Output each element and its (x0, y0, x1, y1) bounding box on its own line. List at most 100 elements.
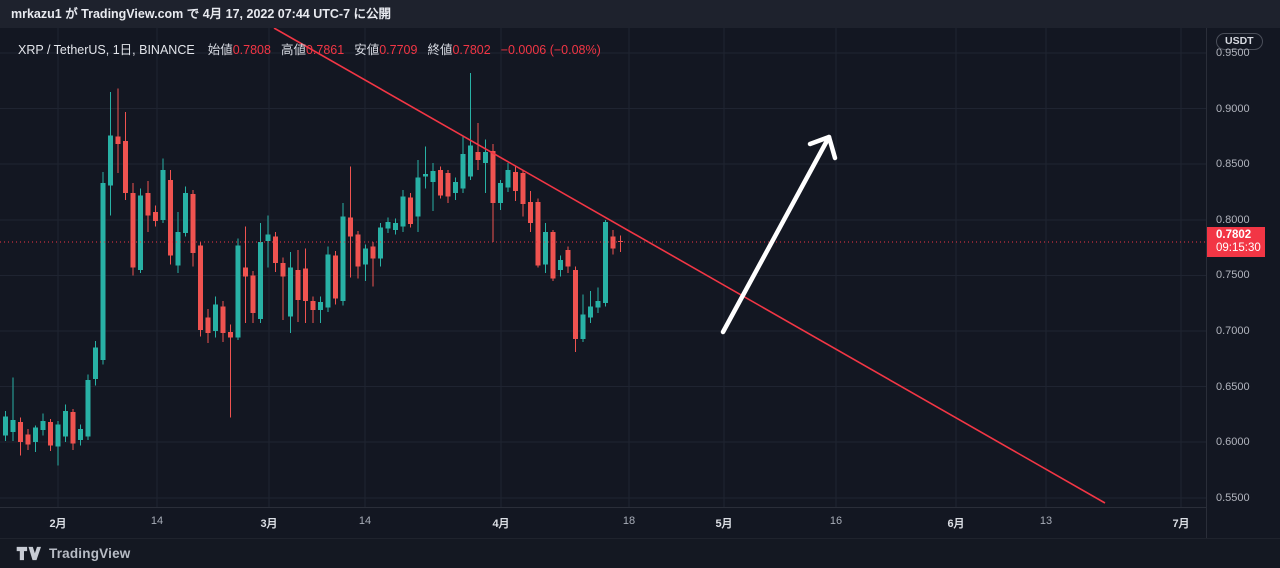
time-tick-label: 13 (1039, 515, 1053, 527)
tradingview-brand-text: TradingView (49, 546, 131, 561)
legend-low: 安値0.7709 (354, 43, 418, 57)
candle-body-up (393, 223, 398, 230)
candle-body-down (280, 263, 286, 277)
currency-toggle-button[interactable]: USDT (1216, 33, 1263, 50)
time-tick-label: 2月 (49, 518, 67, 530)
candle-body-down (198, 245, 203, 330)
price-tick-label: 0.6500 (1216, 380, 1250, 393)
candle-body-up (363, 248, 368, 265)
legend-open: 始値0.7808 (207, 43, 271, 57)
candle-body-down (168, 179, 173, 256)
candle-body-up (483, 151, 488, 164)
tradingview-logo-link[interactable]: TradingView (16, 546, 130, 561)
tradingview-logo-icon (16, 546, 41, 561)
candle-body-up (340, 216, 346, 301)
candle-body-up (138, 195, 143, 270)
candle-body-down (145, 193, 151, 216)
candle-body-up (288, 267, 293, 317)
candle-body-down (408, 197, 413, 225)
candle-body-up (325, 254, 331, 308)
candle-body-down (370, 246, 376, 259)
last-price-value: 0.7802 (1216, 228, 1252, 241)
candle-body-up (558, 259, 563, 270)
time-tick-label: 4月 (492, 518, 510, 530)
time-tick-label: 14 (358, 515, 372, 527)
candle-body-down (250, 275, 256, 314)
candle-body-up (415, 177, 421, 217)
candle-body-up (603, 222, 608, 304)
candle-body-up (588, 306, 593, 318)
candle-body-down (528, 202, 533, 224)
candle-body-up (100, 183, 106, 360)
legend: XRP / TetherUS, 1日, BINANCE 始値0.7808 高値0… (18, 39, 601, 58)
candle-body-up (160, 169, 166, 220)
footer-bar: TradingView (0, 538, 1280, 568)
candle-body-up (85, 379, 91, 437)
up-arrow-shaft[interactable] (720, 134, 832, 335)
candle-body-up (460, 154, 466, 189)
candle-body-up (378, 227, 383, 259)
time-tick-label: 7月 (1172, 518, 1190, 530)
candle-body-down (273, 236, 278, 264)
price-axis[interactable]: USDT 0.9500 0.9000 0.8500 0.8000 0.7500 0.700… (1206, 28, 1280, 538)
candle-body-up (183, 193, 188, 234)
price-tick-label: 0.7000 (1216, 324, 1250, 337)
symbol-title[interactable]: XRP / TetherUS, 1日, BINANCE (18, 43, 195, 57)
candle-body-down (475, 151, 481, 160)
candle-body-down (115, 136, 121, 145)
candle-body-up (498, 183, 503, 204)
candle-body-down (535, 202, 541, 266)
candle-body-up (78, 428, 83, 440)
candle-body-down (348, 217, 353, 237)
candle-body-up (63, 411, 68, 437)
attribution-text: mrkazu1 が TradingView.com で 4月 17, 2022 … (11, 7, 391, 21)
price-tick-label: 0.9000 (1216, 102, 1250, 115)
candle-body-up (3, 416, 8, 436)
time-axis[interactable]: 2月 14 3月 14 4月 18 5月 16 6月 13 7月 (0, 507, 1280, 538)
candle-body-up (258, 242, 263, 319)
candle-body-up (40, 421, 46, 430)
candle-body-up (108, 135, 113, 186)
time-tick-label: 6月 (947, 518, 965, 530)
candle-body-down (25, 434, 31, 445)
candle-body-down (490, 150, 496, 204)
candle-body-down (243, 267, 248, 277)
candle-body-down (565, 249, 571, 267)
attribution-bar: mrkazu1 が TradingView.com で 4月 17, 2022 … (0, 0, 1280, 28)
candle-body-down (355, 234, 361, 267)
candle-body-down (123, 140, 128, 194)
candle-body-down (445, 173, 451, 197)
candle-body-up (93, 347, 98, 379)
up-arrow-head[interactable] (807, 134, 838, 161)
time-tick-label: 5月 (715, 518, 733, 530)
candle-body-down (153, 212, 158, 221)
candle-body-up (430, 170, 436, 182)
price-tick-label: 0.8500 (1216, 158, 1250, 171)
candle-body-down (205, 317, 211, 334)
candle-body-up (423, 174, 428, 177)
candle-body-up (453, 181, 458, 194)
candle-body-down (220, 306, 226, 334)
candle-body-up (580, 314, 586, 339)
candle-body-up (595, 300, 601, 308)
time-tick-label: 16 (829, 515, 843, 527)
candle-body-up (468, 145, 473, 177)
candle-body-down (228, 332, 233, 338)
candle-body-down (18, 422, 23, 443)
descending-trendline[interactable] (273, 28, 1106, 504)
candle-body-down (513, 171, 518, 191)
candle-body-up (10, 419, 16, 433)
candle-body-up (33, 427, 38, 443)
time-tick-label: 3月 (260, 518, 278, 530)
candle-body-down (48, 422, 53, 446)
price-tick-label: 0.6000 (1216, 436, 1250, 449)
candle-body-down (550, 232, 556, 279)
candle-body-up (385, 222, 391, 229)
candle-body-down (573, 269, 578, 339)
candlestick-chart[interactable] (0, 28, 1206, 507)
price-tick-label: 0.5500 (1216, 491, 1250, 504)
candle-body-up (55, 424, 61, 447)
candle-body-down (190, 194, 196, 254)
time-tick-label: 18 (622, 515, 636, 527)
candle-body-down (70, 412, 76, 444)
